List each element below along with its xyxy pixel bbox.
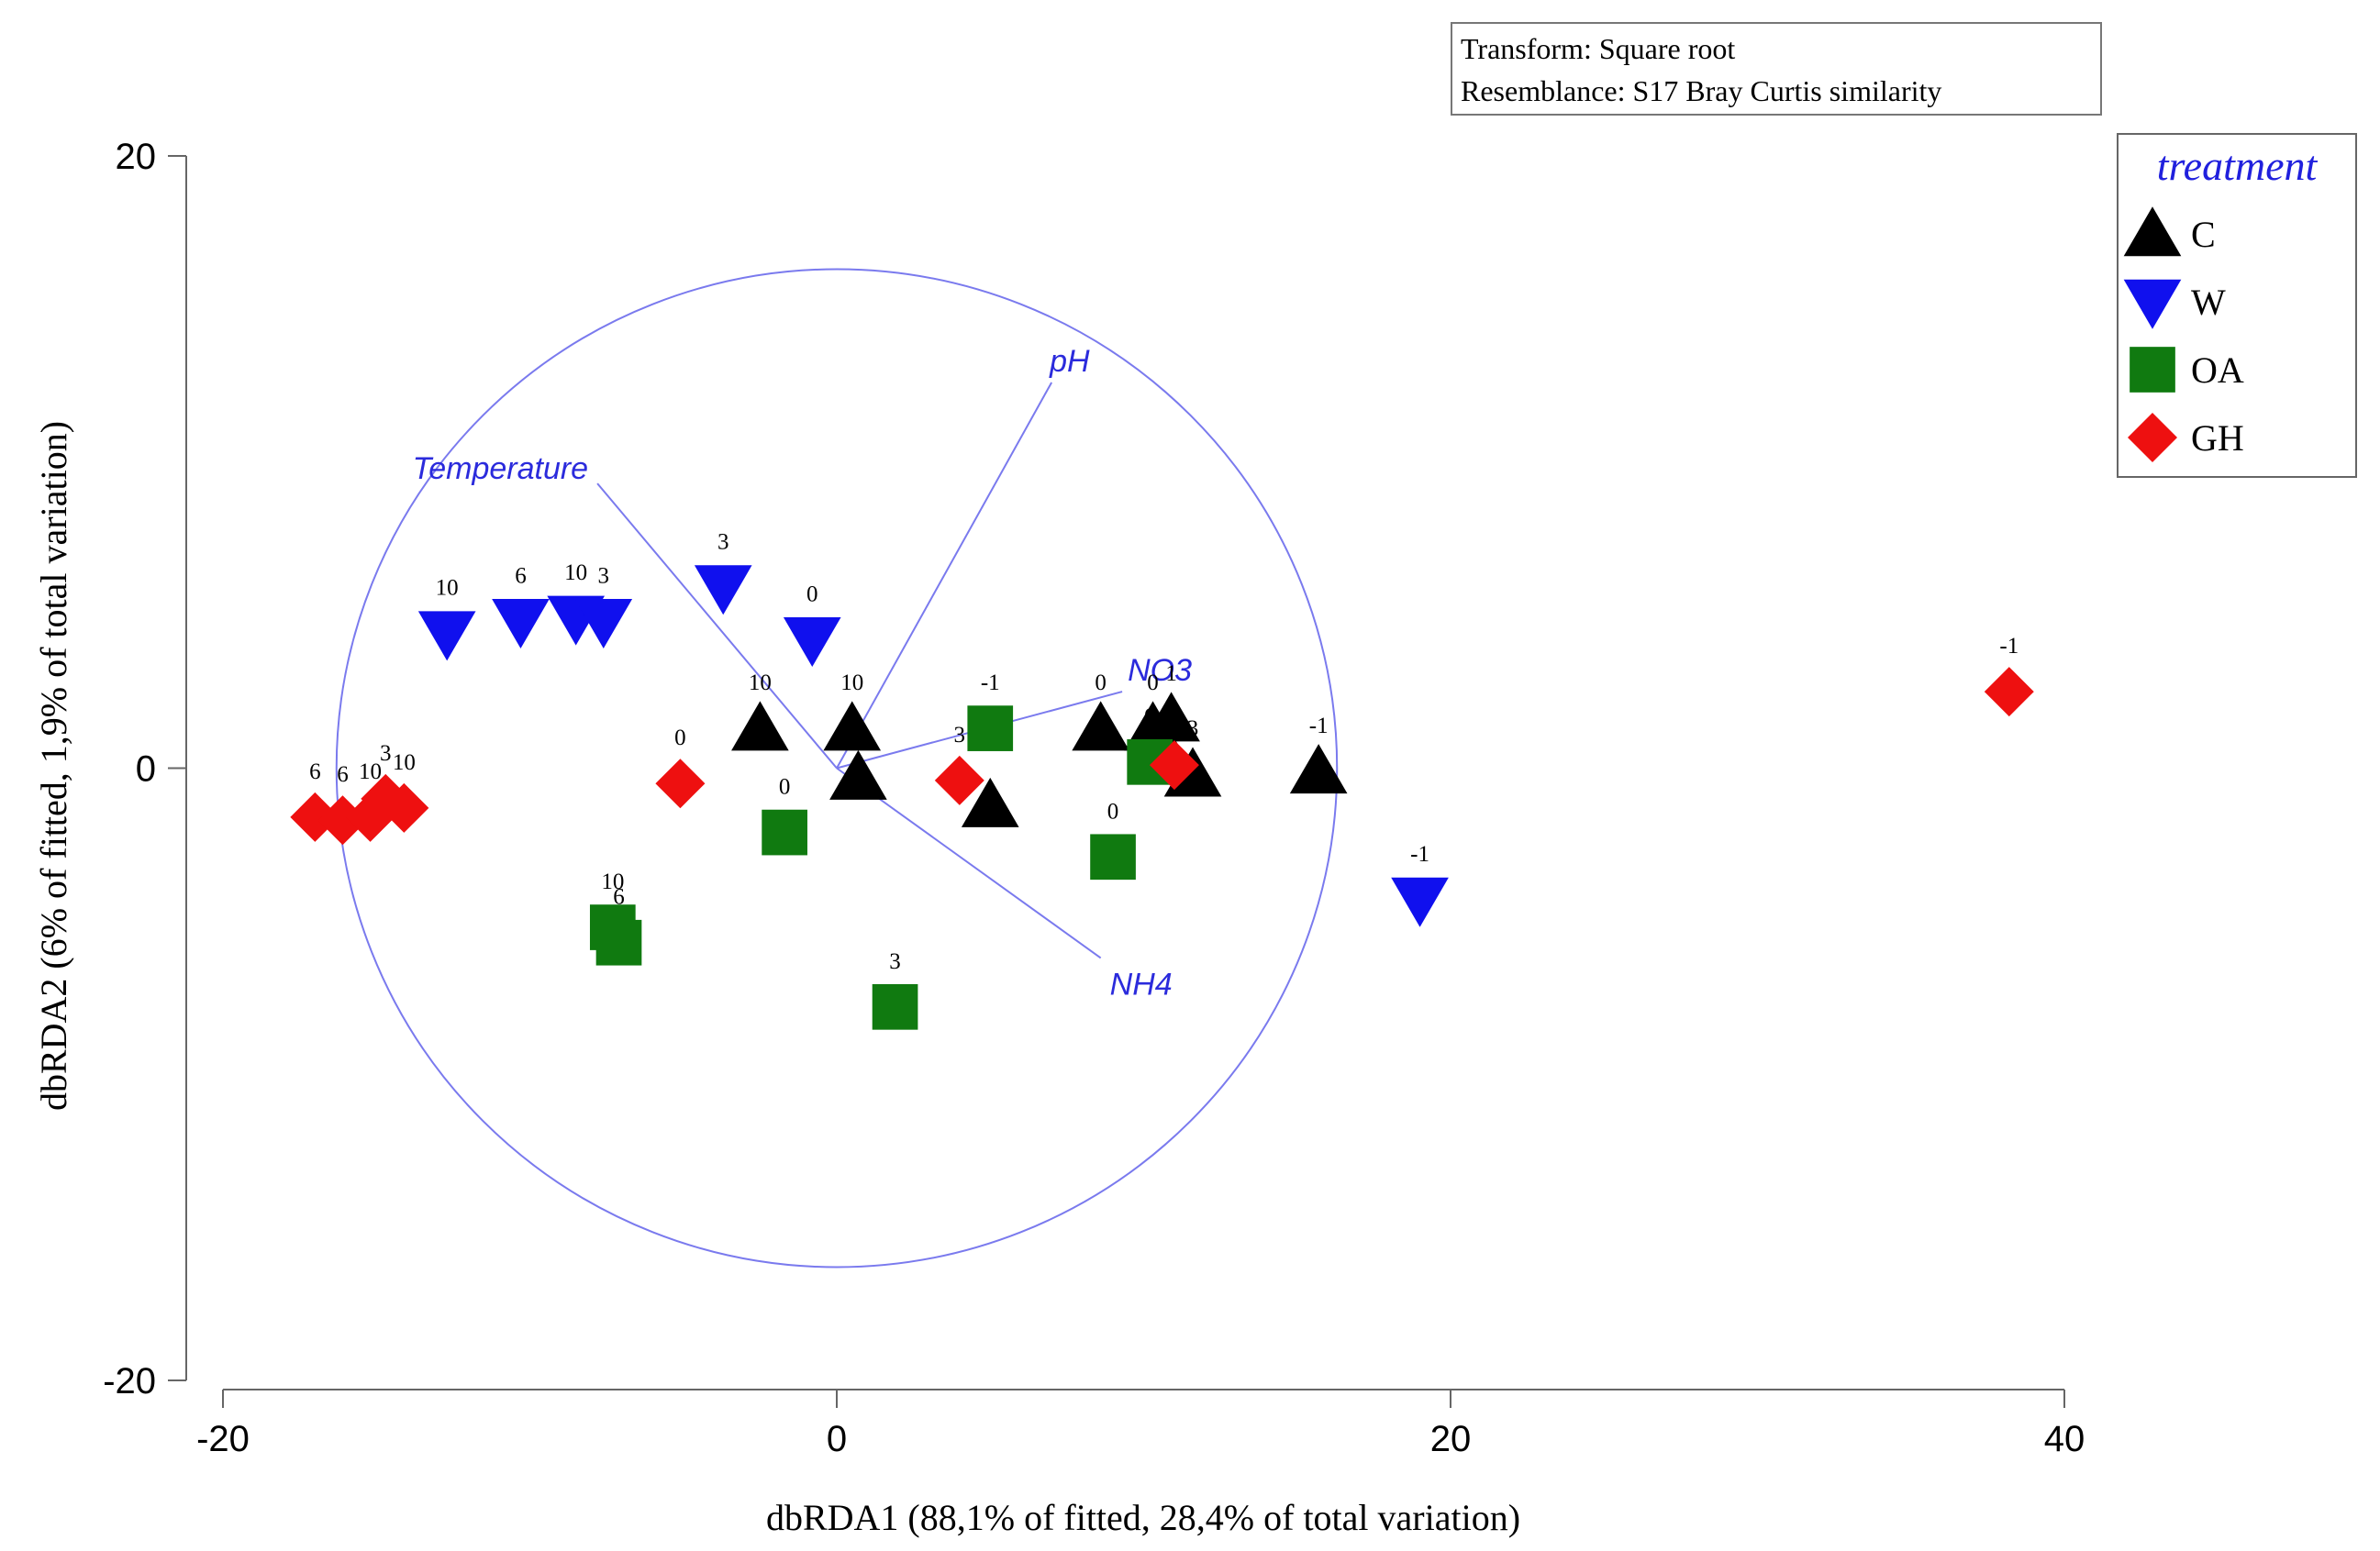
series-oa — [589, 705, 1173, 1030]
point-label: -1 — [1999, 634, 2019, 659]
y-axis-title: dbRDA2 (6% of fitted, 1,9% of total vari… — [33, 421, 74, 1111]
correlation-circle — [335, 268, 1339, 1268]
point-label: 3 — [889, 949, 901, 974]
point-w — [574, 599, 633, 648]
point-oa — [872, 983, 918, 1030]
point-label: 0 — [1144, 704, 1156, 729]
vector-nh4 — [836, 767, 1102, 959]
point-label: 3 — [954, 723, 966, 748]
point-w — [1391, 877, 1449, 927]
series-w — [417, 565, 1449, 927]
y-tick-label: -20 — [103, 1361, 156, 1401]
point-c — [829, 749, 887, 800]
point-label: 0 — [1095, 670, 1107, 695]
point-oa — [595, 919, 642, 966]
point-label: 0 — [674, 726, 686, 750]
vector-temperature — [596, 482, 838, 770]
x-axis-title: dbRDA1 (88,1% of fitted, 28,4% of total … — [766, 1497, 1520, 1538]
legend-label: C — [2191, 214, 2216, 255]
point-label: 10 — [393, 750, 416, 775]
legend-label: OA — [2191, 349, 2244, 391]
series-gh — [290, 667, 2034, 846]
point-oa — [1090, 834, 1136, 881]
transform-text: Transform: Square root — [1461, 32, 1735, 65]
legend-marker-gh — [2128, 413, 2177, 462]
point-c — [1142, 692, 1200, 742]
point-label: -1 — [1309, 714, 1329, 738]
point-c — [1072, 701, 1129, 751]
point-label: 10 — [564, 560, 587, 585]
point-label: -1 — [1410, 842, 1429, 867]
legend-item-w: W — [2123, 279, 2226, 329]
point-gh — [934, 755, 984, 805]
x-tick-label: 40 — [2044, 1419, 2085, 1459]
vector-ph — [836, 382, 1053, 769]
point-label: 0 — [1147, 670, 1159, 695]
point-oa — [967, 705, 1014, 751]
point-w — [417, 611, 476, 661]
legend-title: treatment — [2157, 142, 2319, 189]
legend: treatment CW OA GH — [2117, 133, 2357, 478]
legend-marker-oa — [2130, 347, 2175, 393]
point-label: 1 — [1165, 661, 1177, 686]
point-gh — [379, 782, 429, 833]
vector-label-temperature: Temperature — [413, 451, 589, 486]
point-label: 10 — [840, 670, 863, 695]
point-oa — [762, 809, 807, 856]
point-label: 6 — [515, 563, 527, 588]
point-w — [783, 617, 841, 668]
point-label: 6 — [613, 885, 625, 910]
vector-label-ph: pH — [1049, 344, 1090, 379]
point-label: 10 — [601, 870, 624, 894]
transform-info-box: Transform: Square root Resemblance: S17 … — [1451, 22, 2102, 116]
point-label: 10 — [436, 576, 459, 601]
point-c — [731, 701, 789, 751]
point-label: 3 — [380, 741, 392, 766]
legend-item-gh: GH — [2128, 413, 2244, 462]
point-w — [694, 565, 752, 615]
legend-item-oa: OA — [2130, 347, 2244, 393]
vector-label-nh4: NH4 — [1110, 967, 1173, 1002]
legend-label: W — [2191, 282, 2226, 323]
x-tick-label: -20 — [196, 1419, 250, 1459]
point-label: -1 — [981, 670, 1000, 695]
x-axis: -20 0 20 40 — [196, 1389, 2085, 1459]
point-w — [492, 599, 550, 648]
point-c — [823, 701, 882, 751]
legend-marker-w — [2123, 279, 2182, 329]
point-label: 3 — [1187, 716, 1199, 741]
point-gh — [1984, 667, 2034, 717]
point-label: 0 — [806, 582, 818, 606]
point-label: 10 — [749, 670, 772, 695]
y-tick-label: 20 — [116, 137, 157, 177]
point-label: 10 — [359, 759, 382, 784]
point-label: 0 — [1107, 799, 1119, 824]
x-tick-label: 0 — [827, 1419, 847, 1459]
legend-marker-c — [2123, 206, 2182, 257]
vector-label-no3: NO3 — [1128, 653, 1192, 688]
series-c — [731, 692, 1348, 827]
point-label: 6 — [337, 762, 349, 787]
point-c — [961, 777, 1019, 827]
point-label: 3 — [717, 530, 729, 555]
point-gh — [655, 759, 706, 809]
point-label: 6 — [309, 759, 321, 784]
resemblance-text: Resemblance: S17 Bray Curtis similarity — [1461, 74, 1941, 107]
point-gh — [1149, 740, 1199, 791]
point-c — [1289, 744, 1348, 794]
y-tick-label: 0 — [136, 749, 156, 790]
legend-label: GH — [2191, 417, 2244, 459]
x-tick-label: 20 — [1430, 1419, 1472, 1459]
point-label: 0 — [779, 775, 791, 800]
y-axis: -20 0 20 — [103, 137, 187, 1401]
legend-item-c: C — [2123, 206, 2216, 257]
point-label: 3 — [598, 563, 610, 588]
